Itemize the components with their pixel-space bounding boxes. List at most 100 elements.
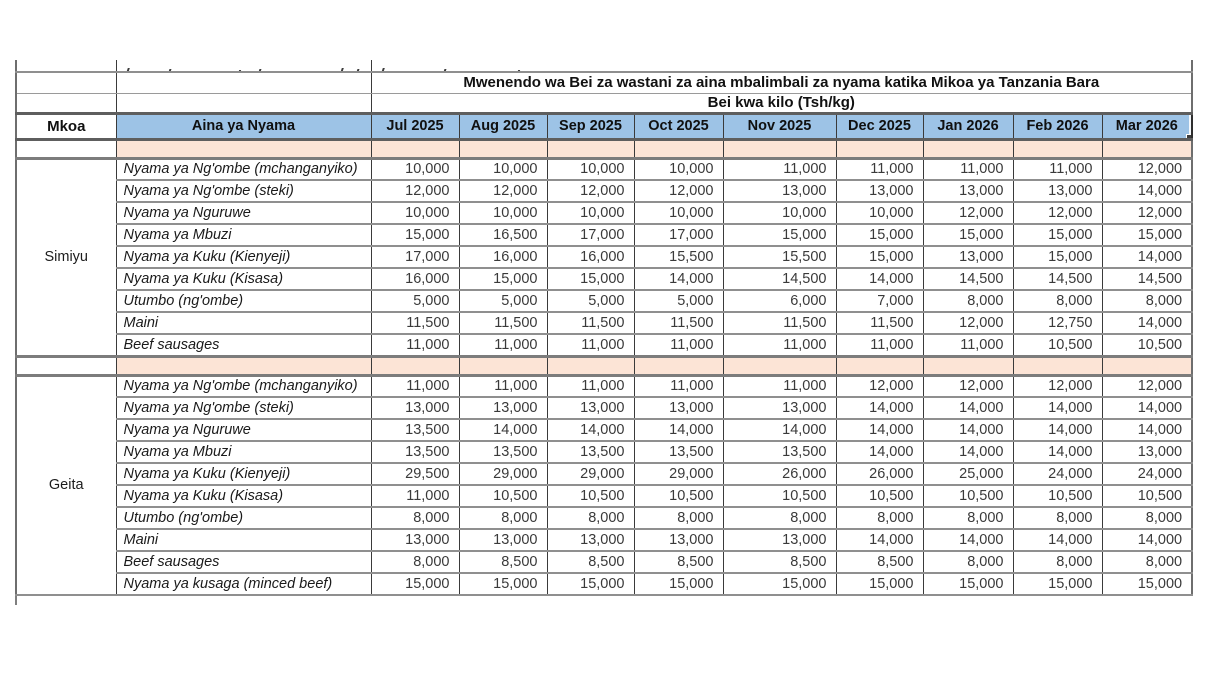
price-cell[interactable]: 5,000 [633,289,724,313]
price-cell[interactable]: 12,000 [633,179,724,203]
price-cell[interactable]: 8,000 [370,550,460,574]
spreadsheet-cell[interactable] [15,354,117,377]
meat-type-cell[interactable]: Nyama ya Kuku (Kienyeji) [115,245,372,269]
price-cell[interactable]: 8,500 [546,550,635,574]
price-cell[interactable]: 8,500 [722,550,837,574]
price-cell[interactable]: 15,000 [835,223,924,247]
price-cell[interactable]: 12,000 [1101,201,1193,225]
price-cell[interactable]: 12,000 [922,374,1014,398]
spreadsheet-cell[interactable] [546,137,635,160]
price-cell[interactable]: 11,500 [633,311,724,335]
region-label[interactable]: Simiyu [15,157,117,357]
price-cell[interactable]: 15,000 [1012,223,1103,247]
price-cell[interactable]: 11,000 [722,157,837,181]
meat-type-cell[interactable]: Nyama ya Kuku (Kienyeji) [115,462,372,486]
price-cell[interactable]: 11,000 [1012,157,1103,181]
price-cell[interactable]: 13,000 [922,245,1014,269]
meat-type-cell[interactable]: Maini [115,528,372,552]
spreadsheet-cell[interactable] [115,93,372,113]
meat-type-cell[interactable]: Nyama ya Ng'ombe (mchanganyiko) [115,157,372,181]
price-cell[interactable]: 14,000 [922,396,1014,420]
price-cell[interactable]: 13,000 [370,396,460,420]
price-cell[interactable]: 25,000 [922,462,1014,486]
price-cell[interactable]: 13,000 [546,528,635,552]
price-cell[interactable]: 15,500 [633,245,724,269]
price-cell[interactable]: 15,000 [922,223,1014,247]
price-cell[interactable]: 11,000 [458,333,548,357]
spreadsheet-cell[interactable] [546,354,635,377]
price-cell[interactable]: 8,000 [1101,289,1193,313]
price-cell[interactable]: 10,000 [722,201,837,225]
price-cell[interactable]: 11,000 [633,374,724,398]
price-cell[interactable]: 12,000 [546,179,635,203]
meat-type-cell[interactable]: Nyama ya kusaga (minced beef) [115,572,372,596]
price-cell[interactable]: 11,000 [922,157,1014,181]
price-cell[interactable]: 13,000 [722,396,837,420]
column-header-month-dec-2025[interactable]: Dec 2025 [835,111,924,141]
price-cell[interactable]: 5,000 [458,289,548,313]
price-cell[interactable]: 14,000 [922,440,1014,464]
price-cell[interactable]: 13,000 [633,528,724,552]
price-cell[interactable]: 8,000 [1012,506,1103,530]
price-cell[interactable]: 10,500 [458,484,548,508]
price-cell[interactable]: 17,000 [546,223,635,247]
selection-handle[interactable] [1186,133,1191,136]
price-cell[interactable]: 14,000 [922,528,1014,552]
column-header-month-jan-2026[interactable]: Jan 2026 [922,111,1014,141]
price-cell[interactable]: 15,500 [722,245,837,269]
price-cell[interactable]: 17,000 [370,245,460,269]
price-cell[interactable]: 14,000 [835,396,924,420]
spreadsheet-cell[interactable] [115,72,372,94]
price-cell[interactable]: 12,000 [835,374,924,398]
meat-type-cell[interactable]: Utumbo (ng'ombe) [115,506,372,530]
price-cell[interactable]: 10,000 [458,201,548,225]
price-cell[interactable]: 14,000 [1012,528,1103,552]
spreadsheet-cell[interactable] [922,137,1014,160]
price-cell[interactable]: 10,500 [546,484,635,508]
price-cell[interactable]: 7,000 [835,289,924,313]
price-cell[interactable]: 11,000 [633,333,724,357]
meat-type-cell[interactable]: Beef sausages [115,333,372,357]
column-header-month-sep-2025[interactable]: Sep 2025 [546,111,635,141]
price-cell[interactable]: 14,000 [835,528,924,552]
price-cell[interactable]: 10,500 [835,484,924,508]
price-cell[interactable]: 11,500 [722,311,837,335]
price-cell[interactable]: 14,000 [1101,418,1193,442]
spreadsheet-cell[interactable] [633,137,724,160]
price-cell[interactable]: 15,000 [722,572,837,596]
price-cell[interactable]: 10,500 [1101,333,1193,357]
spreadsheet-cell[interactable] [115,137,372,160]
price-cell[interactable]: 11,000 [546,374,635,398]
price-cell[interactable]: 14,000 [633,418,724,442]
price-cell[interactable]: 13,000 [458,396,548,420]
price-cell[interactable]: 10,000 [458,157,548,181]
meat-type-cell[interactable]: Maini [115,311,372,335]
price-cell[interactable]: 11,500 [458,311,548,335]
price-cell[interactable]: 8,000 [1012,289,1103,313]
price-cell[interactable]: 10,500 [1101,484,1193,508]
price-cell[interactable]: 14,000 [633,267,724,291]
price-cell[interactable]: 15,000 [1101,223,1193,247]
meat-type-cell[interactable]: Nyama ya Nguruwe [115,418,372,442]
price-cell[interactable]: 8,500 [835,550,924,574]
price-cell[interactable]: 13,000 [1012,179,1103,203]
price-cell[interactable]: 14,000 [458,418,548,442]
price-cell[interactable]: 12,000 [922,311,1014,335]
price-cell[interactable]: 10,000 [546,157,635,181]
price-cell[interactable]: 17,000 [633,223,724,247]
meat-type-cell[interactable]: Nyama ya Kuku (Kisasa) [115,267,372,291]
spreadsheet-cell[interactable] [633,354,724,377]
price-cell[interactable]: 8,000 [835,506,924,530]
region-label[interactable]: Geita [15,374,117,596]
price-cell[interactable]: 8,000 [458,506,548,530]
price-cell[interactable]: 13,000 [835,179,924,203]
price-cell[interactable]: 14,000 [1101,311,1193,335]
price-cell[interactable]: 15,000 [370,223,460,247]
spreadsheet-cell[interactable] [835,354,924,377]
spreadsheet-cell[interactable] [15,93,117,113]
price-cell[interactable]: 11,500 [546,311,635,335]
price-cell[interactable]: 11,000 [546,333,635,357]
price-cell[interactable]: 16,000 [546,245,635,269]
price-cell[interactable]: 12,000 [458,179,548,203]
price-cell[interactable]: 14,000 [835,267,924,291]
